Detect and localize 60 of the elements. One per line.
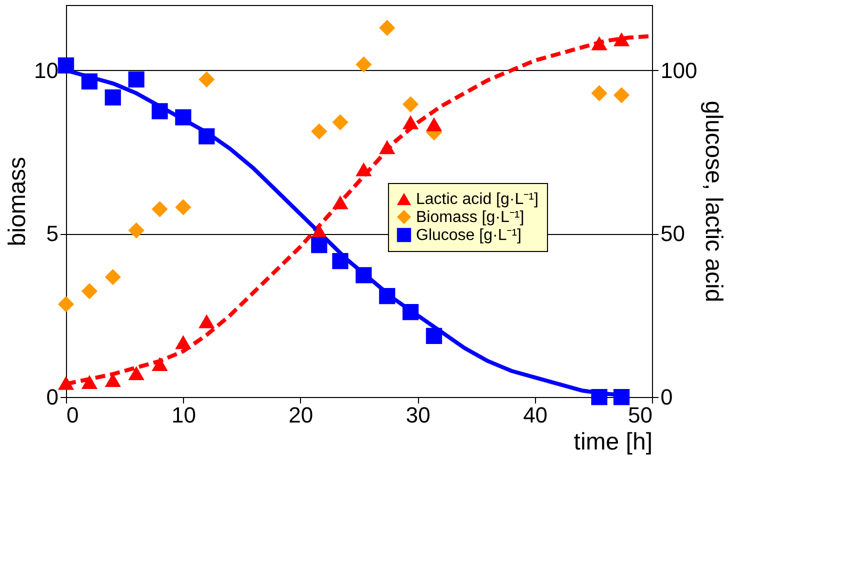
y-tick-label: 10 bbox=[34, 58, 58, 83]
point bbox=[332, 253, 348, 270]
point bbox=[402, 304, 419, 320]
y2-tick-label: 0 bbox=[660, 384, 673, 410]
point bbox=[591, 36, 608, 50]
point bbox=[613, 87, 630, 104]
point bbox=[128, 222, 144, 238]
x-tick-label: 10 bbox=[171, 402, 196, 428]
point bbox=[591, 85, 608, 102]
point bbox=[81, 73, 98, 90]
point bbox=[175, 335, 192, 350]
x-axis-title: time [h] bbox=[574, 428, 652, 456]
x-tick-label: 20 bbox=[288, 402, 314, 428]
point bbox=[104, 89, 121, 106]
point bbox=[198, 71, 215, 88]
point bbox=[402, 115, 419, 130]
point bbox=[104, 269, 121, 286]
point bbox=[332, 195, 348, 210]
x-tick-label: 30 bbox=[406, 402, 430, 428]
point bbox=[356, 267, 372, 284]
point bbox=[356, 56, 372, 73]
point bbox=[613, 32, 630, 46]
point bbox=[152, 103, 168, 120]
point bbox=[426, 117, 442, 132]
x-tick-label: 0 bbox=[66, 402, 79, 428]
point bbox=[379, 288, 396, 304]
point bbox=[81, 283, 98, 300]
point bbox=[175, 199, 192, 216]
y-tick-label: 5 bbox=[46, 221, 58, 246]
point bbox=[311, 123, 328, 140]
point bbox=[175, 109, 192, 126]
point bbox=[58, 57, 74, 74]
point bbox=[426, 328, 442, 344]
y-tick-label: 0 bbox=[46, 384, 58, 410]
point bbox=[198, 314, 215, 328]
x-tick-label: 50 bbox=[628, 402, 652, 428]
point bbox=[402, 96, 419, 112]
point bbox=[58, 296, 74, 312]
point bbox=[356, 162, 372, 176]
y2-axis-title: glucose, lactic acid bbox=[700, 100, 728, 302]
point bbox=[613, 388, 630, 406]
point bbox=[332, 114, 348, 130]
y2-tick-label: 50 bbox=[660, 221, 685, 246]
point bbox=[379, 20, 396, 36]
point bbox=[591, 388, 608, 406]
legend-label: Biomass [g·L⁻¹] bbox=[416, 209, 524, 226]
y2-tick-label: 100 bbox=[660, 58, 698, 83]
point bbox=[128, 366, 144, 380]
legend-label: Lactic acid [g·L⁻¹] bbox=[416, 191, 538, 208]
point bbox=[152, 201, 168, 218]
point bbox=[58, 376, 74, 390]
point bbox=[379, 140, 396, 154]
point bbox=[198, 128, 215, 144]
point bbox=[81, 374, 98, 389]
point bbox=[128, 71, 144, 88]
y-axis-title: biomass bbox=[4, 156, 32, 246]
point bbox=[311, 237, 328, 254]
x-tick-label: 40 bbox=[523, 402, 548, 428]
point bbox=[152, 357, 168, 371]
legend-label: Glucose [g·L⁻¹] bbox=[416, 227, 522, 244]
